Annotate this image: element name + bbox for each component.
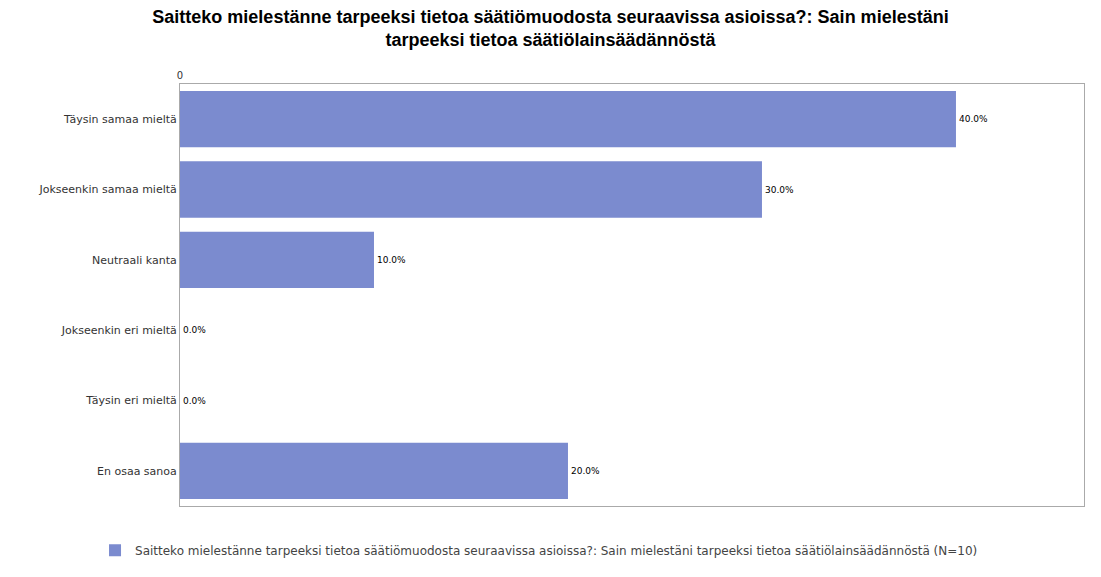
svg-text:En osaa sanoa: En osaa sanoa (97, 465, 177, 478)
svg-text:Täysin eri mieltä: Täysin eri mieltä (85, 394, 176, 407)
svg-text:Jokseenkin samaa mieltä: Jokseenkin samaa mieltä (39, 183, 177, 196)
svg-text:Jokseenkin eri mieltä: Jokseenkin eri mieltä (61, 324, 177, 337)
svg-text:40.0%: 40.0% (959, 114, 988, 124)
svg-text:Saitteko mielestänne tarpeeksi: Saitteko mielestänne tarpeeksi tietoa sä… (152, 7, 948, 50)
svg-text:10.0%: 10.0% (377, 255, 406, 265)
svg-text:30.0%: 30.0% (765, 185, 794, 195)
svg-text:Saitteko mielestänne tarpeeksi: Saitteko mielestänne tarpeeksi tietoa sä… (135, 544, 977, 558)
svg-text:Neutraali kanta: Neutraali kanta (92, 254, 177, 267)
svg-text:0.0%: 0.0% (183, 325, 206, 335)
svg-text:Täysin samaa mieltä: Täysin samaa mieltä (63, 113, 177, 126)
svg-text:0.0%: 0.0% (183, 396, 206, 406)
svg-text:20.0%: 20.0% (571, 466, 600, 476)
svg-text:0: 0 (177, 70, 183, 81)
